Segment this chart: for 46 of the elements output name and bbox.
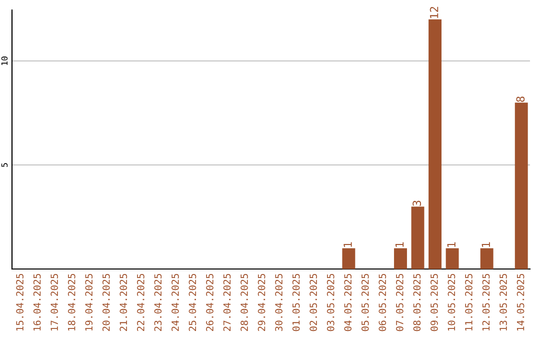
- bar: [480, 248, 494, 269]
- x-tick-label: 06.05.2025: [378, 274, 386, 332]
- data-label: 3: [412, 200, 422, 206]
- x-tick-label: 10.05.2025: [448, 274, 456, 331]
- bar: [514, 102, 528, 269]
- bar: [446, 248, 459, 269]
- x-tick-label: 19.04.2025: [85, 274, 93, 331]
- y-tick-label: 10: [1, 56, 8, 65]
- x-tick-label: 02.05.2025: [310, 274, 318, 332]
- x-tick-label: 08.05.2025: [413, 274, 421, 332]
- data-label: 1: [447, 242, 456, 247]
- x-tick-label: 15.04.2025: [16, 274, 24, 331]
- x-tick-label: 05.05.2025: [361, 274, 369, 332]
- x-tick-label: 11.05.2025: [465, 274, 472, 331]
- data-label: 1: [395, 242, 404, 247]
- data-label: 1: [344, 242, 352, 247]
- x-tick-label: 26.04.2025: [206, 274, 214, 331]
- x-tick-label: 04.05.2025: [344, 274, 352, 332]
- data-label: 8: [516, 96, 525, 102]
- x-tick-label: 09.05.2025: [430, 274, 438, 332]
- bar: [428, 19, 442, 269]
- data-label: 1: [482, 242, 490, 247]
- x-tick-label: 29.04.2025: [258, 274, 266, 331]
- bar: [411, 206, 424, 269]
- x-tick-label: 14.05.2025: [516, 274, 524, 331]
- x-tick-label: 13.05.2025: [500, 274, 507, 331]
- x-tick-label: 21.04.2025: [120, 274, 128, 331]
- x-tick-label: 24.04.2025: [172, 274, 179, 331]
- x-tick-label: 17.04.2025: [50, 274, 58, 331]
- y-tick-label: 5: [1, 163, 8, 167]
- bar: [394, 248, 407, 269]
- x-tick-label: 25.04.2025: [188, 274, 196, 331]
- x-tick-label: 12.05.2025: [482, 274, 490, 331]
- x-tick-label: 07.05.2025: [396, 274, 404, 332]
- x-tick-label: 22.04.2025: [136, 274, 144, 331]
- x-tick-label: 18.04.2025: [68, 274, 76, 331]
- bar: [342, 248, 356, 269]
- x-tick-label: 01.05.2025: [292, 274, 300, 332]
- x-tick-label: 23.04.2025: [154, 274, 162, 331]
- x-tick-label: 03.05.2025: [326, 274, 334, 332]
- x-tick-label: 27.04.2025: [223, 274, 231, 331]
- x-tick-label: 28.04.2025: [240, 274, 248, 331]
- x-tick-label: 20.04.2025: [102, 274, 110, 331]
- data-label: 12: [430, 6, 438, 18]
- x-tick-label: 16.04.2025: [33, 274, 41, 331]
- x-tick-label: 30.04.2025: [275, 274, 282, 332]
